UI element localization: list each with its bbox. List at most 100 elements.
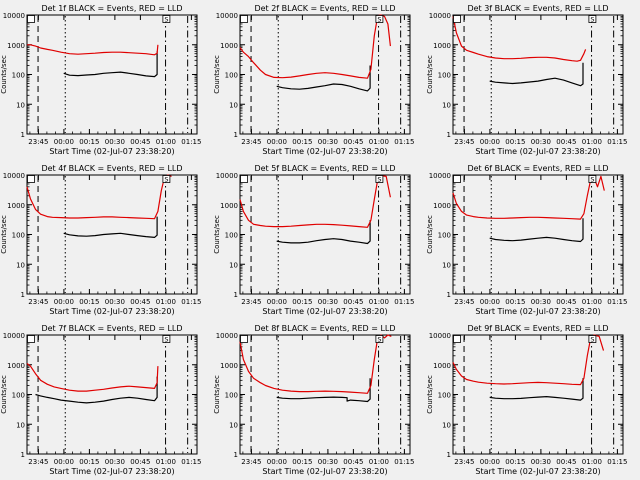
saa-marker: S xyxy=(588,335,597,344)
x-tick-label: 00:45 xyxy=(343,298,363,306)
x-tick-label: 01:15 xyxy=(394,458,414,466)
x-tick-label: 00:45 xyxy=(343,458,363,466)
x-tick-label: 00:00 xyxy=(480,298,500,306)
y-tick-label: 1 xyxy=(447,131,451,139)
y-tick-label: 1000 xyxy=(220,362,238,370)
events-series-line xyxy=(35,376,158,404)
x-tick-label: 00:45 xyxy=(343,138,363,146)
x-axis-label: Start Time (02-Jul-07 23:38:20) xyxy=(262,147,387,156)
y-tick-label: 100 xyxy=(438,232,451,240)
x-tick-label: 23:45 xyxy=(28,458,48,466)
lld-series-line xyxy=(26,363,159,392)
x-tick-label: 00:00 xyxy=(54,138,74,146)
start-marker xyxy=(453,175,461,183)
saa-marker: S xyxy=(162,175,171,184)
x-tick-label: 00:30 xyxy=(318,138,338,146)
x-axis-label: Start Time (02-Jul-07 23:38:20) xyxy=(475,467,600,476)
y-tick-label: 1000 xyxy=(220,202,238,210)
panel-title: Det 7f BLACK = Events, RED = LLD xyxy=(41,324,182,333)
y-tick-label: 1000 xyxy=(7,362,25,370)
y-tick-label: 100 xyxy=(225,232,238,240)
x-tick-label: 01:15 xyxy=(607,458,627,466)
y-tick-label: 1 xyxy=(234,131,238,139)
x-tick-label: 00:15 xyxy=(505,458,525,466)
y-tick-label: 100 xyxy=(438,72,451,80)
events-series-line xyxy=(489,62,584,87)
x-tick-label: 00:45 xyxy=(130,298,150,306)
panel-title: Det 9f BLACK = Events, RED = LLD xyxy=(467,324,608,333)
x-tick-label: 00:45 xyxy=(556,458,576,466)
y-axis-label: Counts/sec xyxy=(0,215,8,254)
lld-series-line xyxy=(239,175,391,228)
y-tick-label: 10000 xyxy=(216,172,238,180)
lld-series-line xyxy=(452,16,587,62)
events-series-line xyxy=(276,220,371,245)
x-tick-label: 00:00 xyxy=(267,138,287,146)
x-tick-label: 00:15 xyxy=(292,298,312,306)
y-tick-label: 10000 xyxy=(3,12,25,20)
x-tick-label: 00:30 xyxy=(105,298,125,306)
x-tick-label: 23:45 xyxy=(241,138,261,146)
x-tick-label: 01:00 xyxy=(156,298,176,306)
panel-det-7f: Det 7f BLACK = Events, RED = LLD Counts/s… xyxy=(0,324,201,476)
y-tick-label: 1000 xyxy=(7,42,25,50)
lld-series-line xyxy=(452,334,605,386)
saa-marker-label: S xyxy=(377,176,381,184)
start-marker xyxy=(453,15,461,23)
y-tick-label: 10000 xyxy=(429,332,451,340)
panel-title: Det 4f BLACK = Events, RED = LLD xyxy=(41,164,182,173)
x-tick-label: 01:15 xyxy=(181,298,201,306)
events-series-line xyxy=(63,216,158,238)
panel-det-2f: Det 2f BLACK = Events, RED = LLD Counts/s… xyxy=(213,4,414,156)
x-tick-label: 00:00 xyxy=(54,298,74,306)
x-tick-label: 23:45 xyxy=(28,298,48,306)
x-tick-label: 23:45 xyxy=(454,458,474,466)
x-tick-label: 23:45 xyxy=(241,458,261,466)
x-tick-label: 23:45 xyxy=(241,298,261,306)
panel-title: Det 6f BLACK = Events, RED = LLD xyxy=(467,164,608,173)
events-series-line xyxy=(63,51,158,78)
x-tick-label: 00:45 xyxy=(130,138,150,146)
panel-title: Det 1f BLACK = Events, RED = LLD xyxy=(41,4,182,13)
y-tick-label: 1 xyxy=(234,291,238,299)
panel-det-5f: Det 5f BLACK = Events, RED = LLD Counts/s… xyxy=(213,164,414,316)
x-tick-label: 00:00 xyxy=(267,298,287,306)
y-axis-label: Counts/sec xyxy=(213,375,221,414)
panel-title: Det 2f BLACK = Events, RED = LLD xyxy=(254,4,395,13)
y-tick-label: 10 xyxy=(16,421,25,429)
y-tick-label: 1000 xyxy=(433,42,451,50)
saa-marker: S xyxy=(162,15,171,24)
x-axis-label: Start Time (02-Jul-07 23:38:20) xyxy=(49,307,174,316)
lld-series-line xyxy=(27,44,159,56)
panel-title: Det 5f BLACK = Events, RED = LLD xyxy=(254,164,395,173)
start-marker xyxy=(240,15,248,23)
x-tick-label: 00:15 xyxy=(292,458,312,466)
x-tick-label: 00:45 xyxy=(130,458,150,466)
x-tick-label: 00:30 xyxy=(531,458,551,466)
y-tick-label: 10000 xyxy=(3,332,25,340)
y-tick-label: 10000 xyxy=(3,172,25,180)
saa-marker-label: S xyxy=(590,176,594,184)
events-series-line xyxy=(489,378,584,401)
y-tick-label: 100 xyxy=(225,72,238,80)
x-tick-label: 01:00 xyxy=(369,298,389,306)
y-tick-label: 10000 xyxy=(216,332,238,340)
x-tick-label: 01:00 xyxy=(156,458,176,466)
events-series-line xyxy=(276,65,371,92)
x-tick-label: 00:30 xyxy=(105,138,125,146)
y-tick-label: 10000 xyxy=(429,12,451,20)
y-axis-label: Counts/sec xyxy=(426,375,434,414)
x-tick-label: 00:15 xyxy=(79,138,99,146)
x-axis-label: Start Time (02-Jul-07 23:38:20) xyxy=(49,147,174,156)
x-tick-label: 23:45 xyxy=(454,298,474,306)
x-tick-label: 01:15 xyxy=(607,138,627,146)
panel-det-1f: Det 1f BLACK = Events, RED = LLD Counts/s… xyxy=(0,4,201,156)
saa-marker: S xyxy=(375,175,384,184)
y-axis-label: Counts/sec xyxy=(213,55,221,94)
start-marker xyxy=(27,335,35,343)
saa-marker-label: S xyxy=(164,336,168,344)
y-tick-label: 100 xyxy=(12,232,25,240)
x-tick-label: 00:30 xyxy=(105,458,125,466)
x-tick-label: 00:30 xyxy=(318,298,338,306)
y-tick-label: 1 xyxy=(21,131,25,139)
